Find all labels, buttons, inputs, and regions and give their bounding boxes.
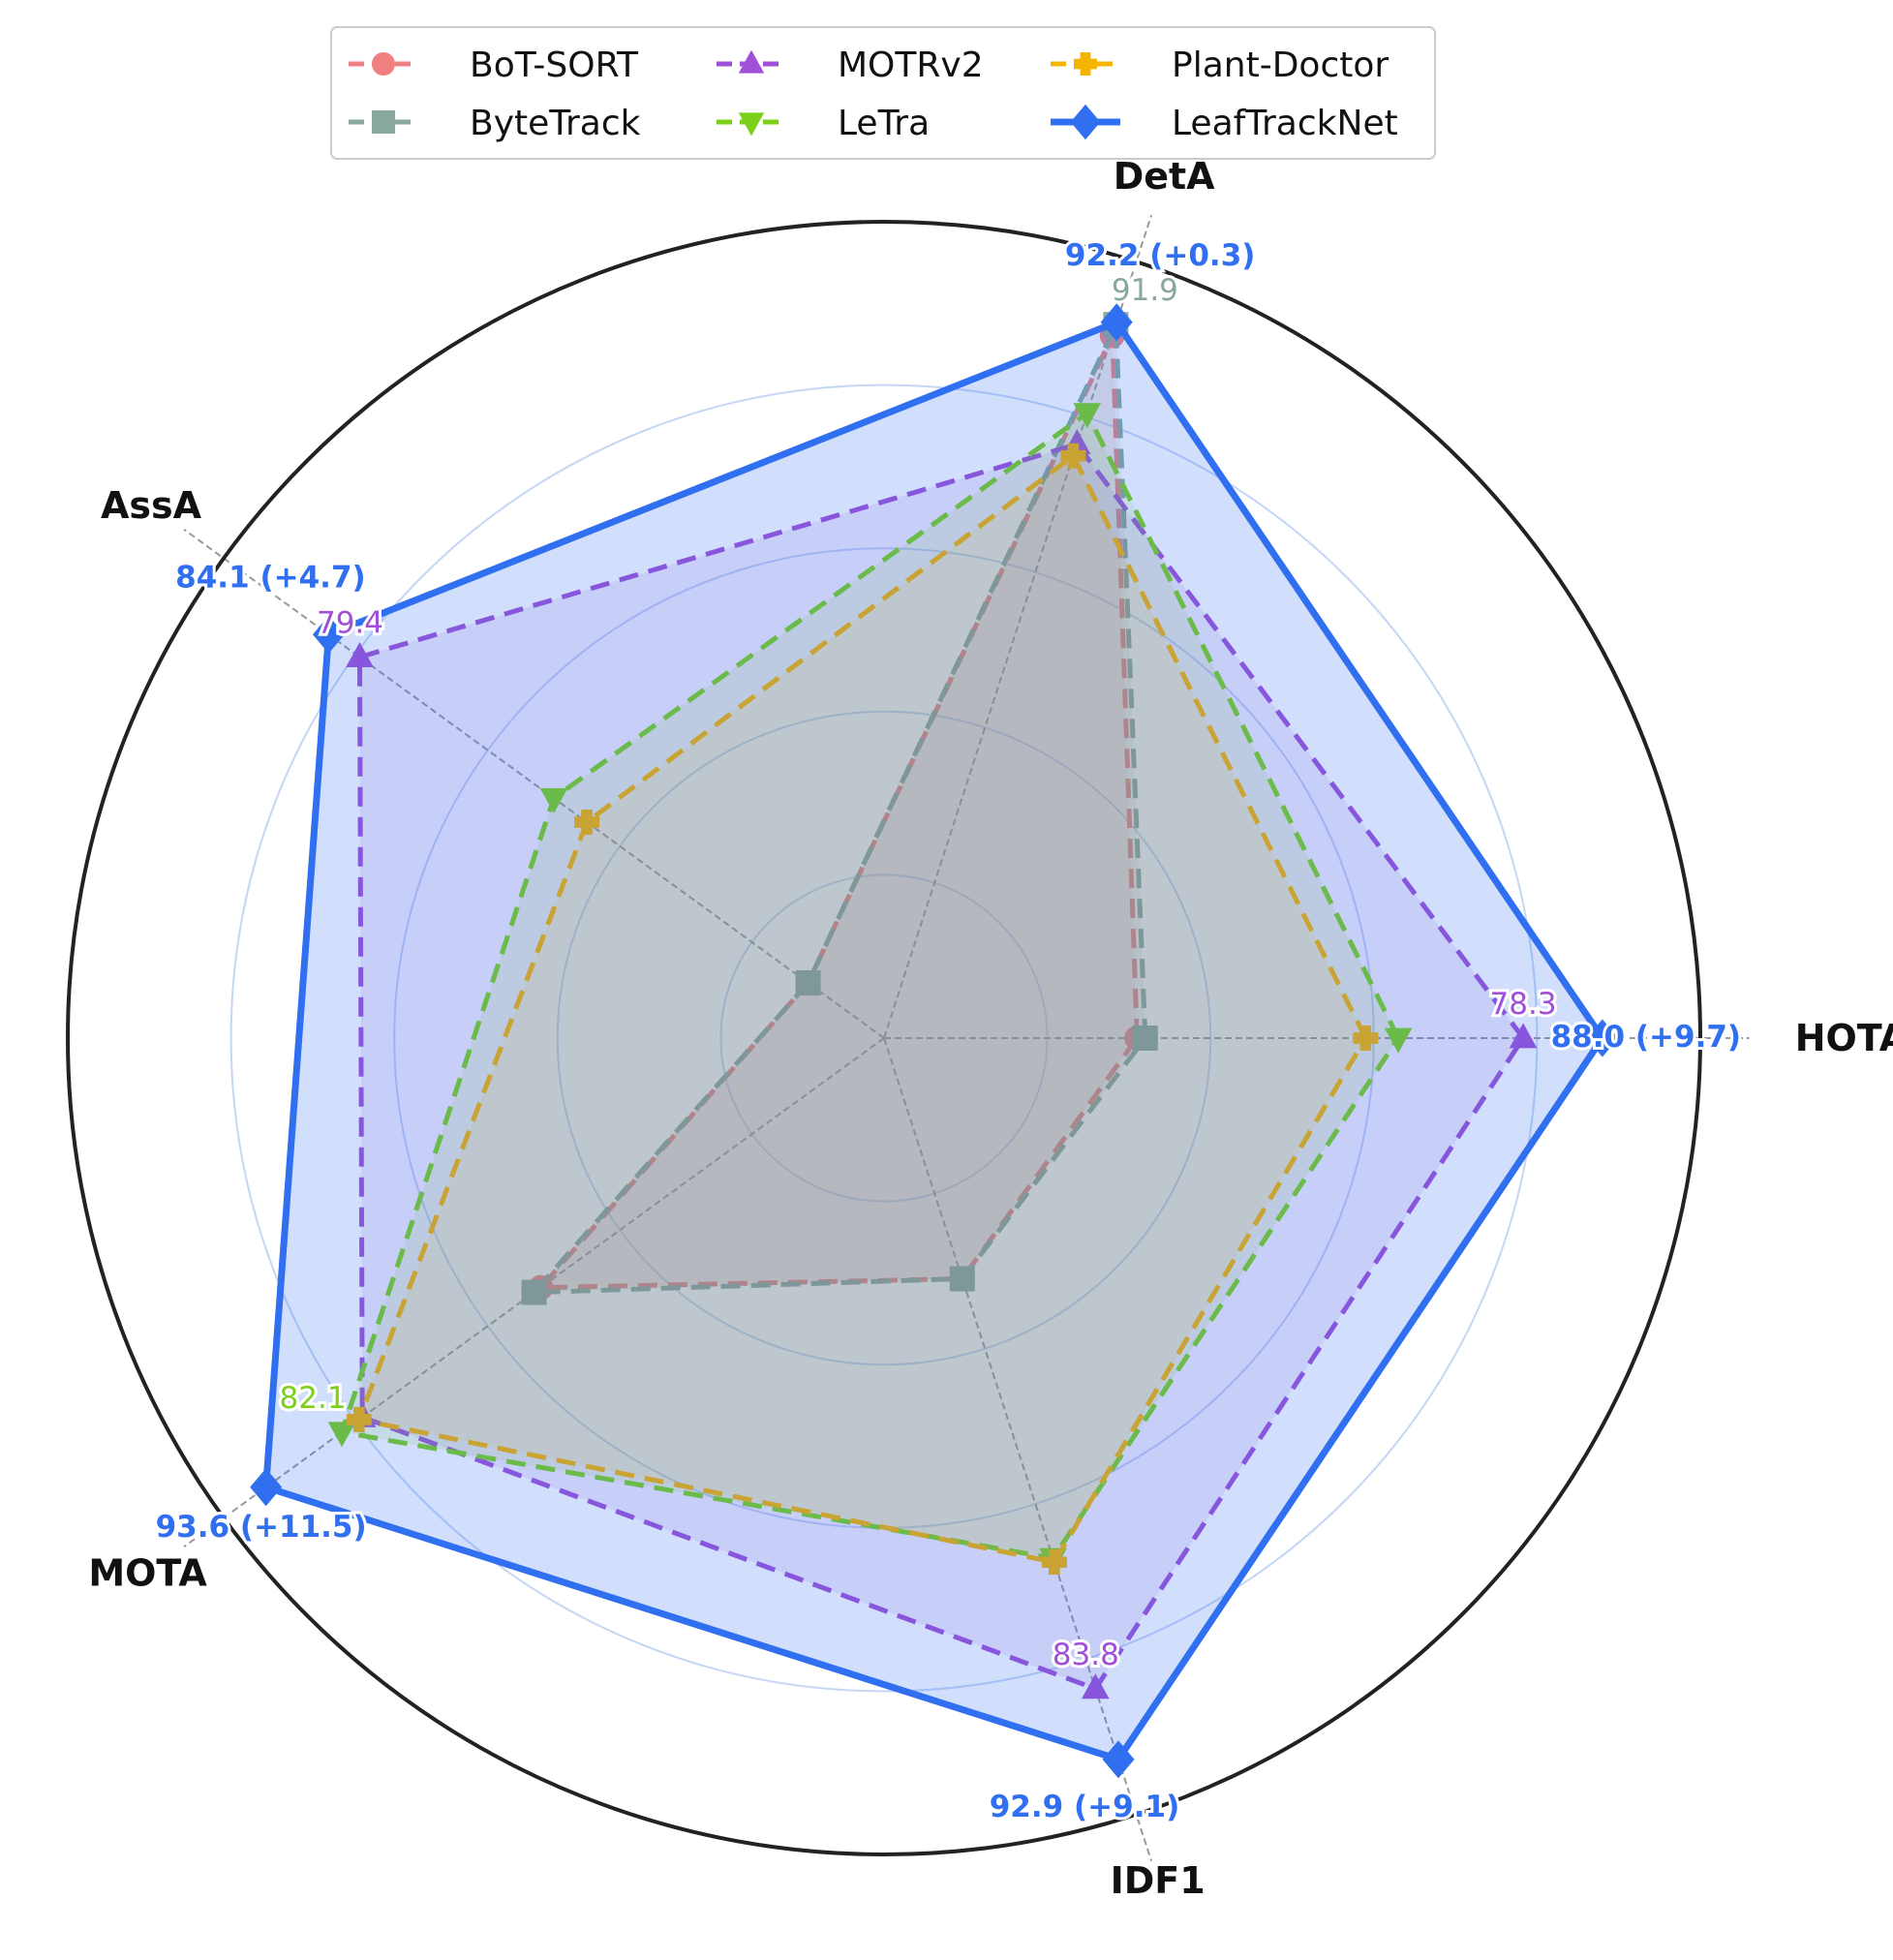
legend-item-bytetrack: ByteTrack bbox=[349, 104, 641, 143]
legend-label: BoT-SORT bbox=[470, 46, 639, 85]
best-label-hota: 88.0 (+9.7) bbox=[1551, 1020, 1742, 1055]
point-leaftracknet-mota bbox=[250, 1468, 283, 1507]
point-plant-doctor-assa bbox=[574, 810, 600, 836]
value-label-deta: 91.9 bbox=[1112, 273, 1178, 308]
series-line-bot-sort bbox=[537, 332, 1140, 1291]
point-letra-assa bbox=[539, 787, 568, 813]
legend-label: ByteTrack bbox=[470, 104, 641, 143]
legend-label: LeafTrackNet bbox=[1172, 104, 1398, 143]
legend-label: LeTra bbox=[838, 104, 930, 143]
spoke-idf1 bbox=[883, 1037, 1153, 1862]
value-label-idf1: 83.8 bbox=[1053, 1638, 1119, 1672]
legend-label: MOTRv2 bbox=[838, 46, 984, 85]
best-label-assa: 84.1 (+4.7) bbox=[175, 560, 366, 595]
spoke-assa bbox=[183, 528, 885, 1039]
legend-label: Plant-Doctor bbox=[1172, 46, 1389, 85]
point-motrv2-idf1 bbox=[1082, 1673, 1110, 1700]
legend-marker bbox=[372, 52, 395, 76]
legend-item-motrv2: MOTRv2 bbox=[717, 46, 984, 85]
point-bytetrack-hota bbox=[1132, 1026, 1158, 1051]
series-motrv2 bbox=[346, 429, 1538, 1700]
point-plant-doctor-idf1 bbox=[1041, 1549, 1067, 1576]
point-letra-deta bbox=[1073, 403, 1102, 429]
series-plant-doctor bbox=[346, 443, 1379, 1576]
point-leaftracknet-hota bbox=[1586, 1019, 1619, 1057]
axis-label-hota: HOTA bbox=[1795, 1017, 1893, 1059]
series-leaftracknet bbox=[250, 303, 1619, 1779]
value-label-mota: 82.1 bbox=[280, 1381, 347, 1416]
best-label-idf1: 92.9 (+9.1) bbox=[990, 1790, 1180, 1824]
best-label-deta: 92.2 (+0.3) bbox=[1065, 238, 1256, 273]
legend-box bbox=[330, 26, 1436, 160]
point-letra-mota bbox=[327, 1422, 356, 1448]
axis-label-assa: AssA bbox=[101, 484, 202, 527]
legend-item-letra: LeTra bbox=[717, 104, 930, 143]
legend-item-bot-sort: BoT-SORT bbox=[349, 46, 639, 85]
legend-marker bbox=[738, 112, 765, 137]
radar-outer-ring bbox=[66, 220, 1702, 1856]
point-plant-doctor-hota bbox=[1353, 1026, 1379, 1051]
point-letra-hota bbox=[1384, 1027, 1413, 1054]
axis-label-idf1: IDF1 bbox=[1111, 1859, 1206, 1902]
spoke-deta bbox=[883, 214, 1153, 1039]
point-leaftracknet-deta bbox=[1100, 303, 1133, 342]
point-leaftracknet-assa bbox=[312, 615, 345, 654]
best-label-mota: 93.6 (+11.5) bbox=[156, 1510, 367, 1545]
point-motrv2-hota bbox=[1509, 1023, 1538, 1049]
point-bytetrack-assa bbox=[795, 970, 821, 996]
legend-item-leaftracknet: LeafTrackNet bbox=[1051, 104, 1398, 143]
axis-label-deta: DetA bbox=[1114, 155, 1215, 198]
axis-label-mota: MOTA bbox=[88, 1551, 207, 1594]
value-label-assa: 79.4 bbox=[317, 606, 383, 641]
legend-item-plant-doctor: Plant-Doctor bbox=[1051, 46, 1389, 85]
series-line-bytetrack bbox=[532, 322, 1148, 1296]
radar-series bbox=[250, 303, 1619, 1779]
point-plant-doctor-mota bbox=[346, 1406, 372, 1432]
point-bytetrack-mota bbox=[521, 1279, 547, 1305]
legend-marker bbox=[372, 110, 395, 134]
series-line-letra bbox=[339, 411, 1401, 1561]
series-line-leaftracknet bbox=[262, 319, 1606, 1763]
series-line-plant-doctor bbox=[356, 453, 1368, 1565]
legend: BoT-SORT ByteTrack MOTRv2 LeTra Plant-Doctor… bbox=[330, 26, 1436, 160]
grid-ring bbox=[556, 710, 1212, 1366]
legend-marker bbox=[738, 49, 765, 74]
legend-marker bbox=[1074, 52, 1097, 76]
value-label-hota: 78.3 bbox=[1490, 987, 1557, 1022]
radar-labels: HOTA DetA AssA MOTA IDF1 78.3 91.9 79.4 82.1 83.8… bbox=[88, 155, 1893, 1902]
point-leaftracknet-idf1 bbox=[1102, 1740, 1135, 1779]
point-motrv2-assa bbox=[346, 641, 374, 667]
point-bytetrack-idf1 bbox=[949, 1266, 975, 1292]
legend-marker bbox=[1070, 104, 1101, 140]
point-plant-doctor-deta bbox=[1060, 443, 1086, 469]
